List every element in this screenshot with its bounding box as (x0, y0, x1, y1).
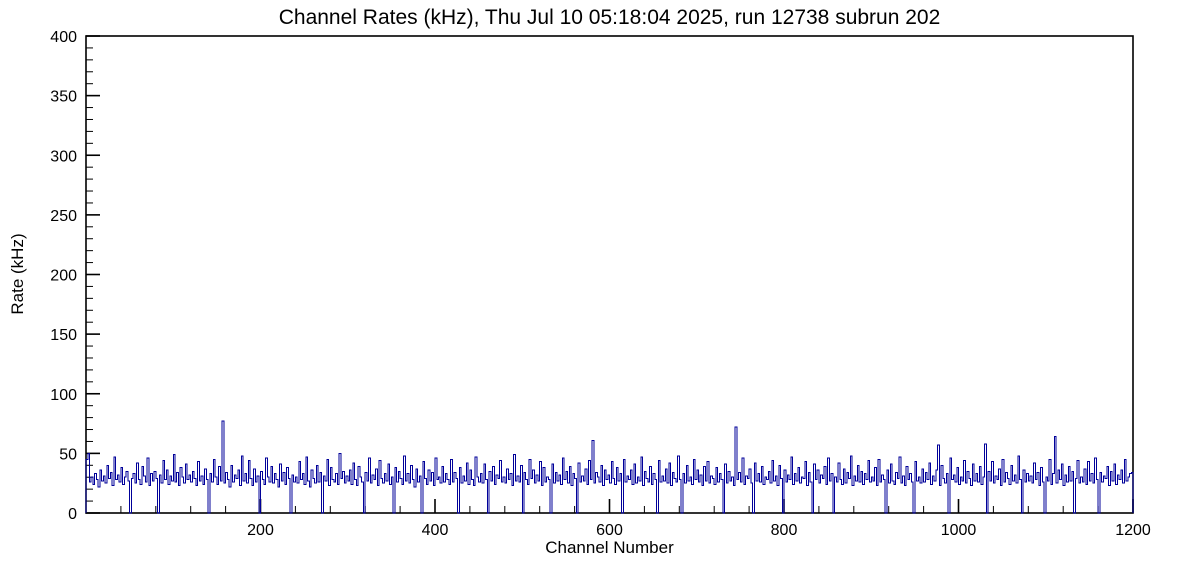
y-tick-label: 100 (50, 387, 77, 404)
x-tick-label: 200 (247, 522, 274, 539)
y-tick-label: 400 (50, 29, 77, 46)
y-tick-label: 0 (68, 506, 77, 523)
y-tick-label: 350 (50, 89, 77, 106)
x-tick-label: 800 (771, 522, 798, 539)
histogram-series (85, 420, 1134, 514)
x-axis-label: Channel Number (545, 538, 674, 557)
y-tick-label: 50 (59, 446, 77, 463)
x-tick-label: 400 (422, 522, 449, 539)
plot-frame (85, 35, 1134, 514)
x-tick-label: 1200 (1115, 522, 1151, 539)
chart-title: Channel Rates (kHz), Thu Jul 10 05:18:04… (278, 6, 941, 29)
y-tick-label: 200 (50, 268, 77, 285)
y-axis-label: Rate (kHz) (8, 233, 27, 315)
x-tick-label: 600 (596, 522, 623, 539)
y-tick-label: 250 (50, 208, 77, 225)
y-tick-label: 300 (50, 148, 77, 165)
x-tick-label: 1000 (941, 522, 977, 539)
y-tick-label: 150 (50, 327, 77, 344)
